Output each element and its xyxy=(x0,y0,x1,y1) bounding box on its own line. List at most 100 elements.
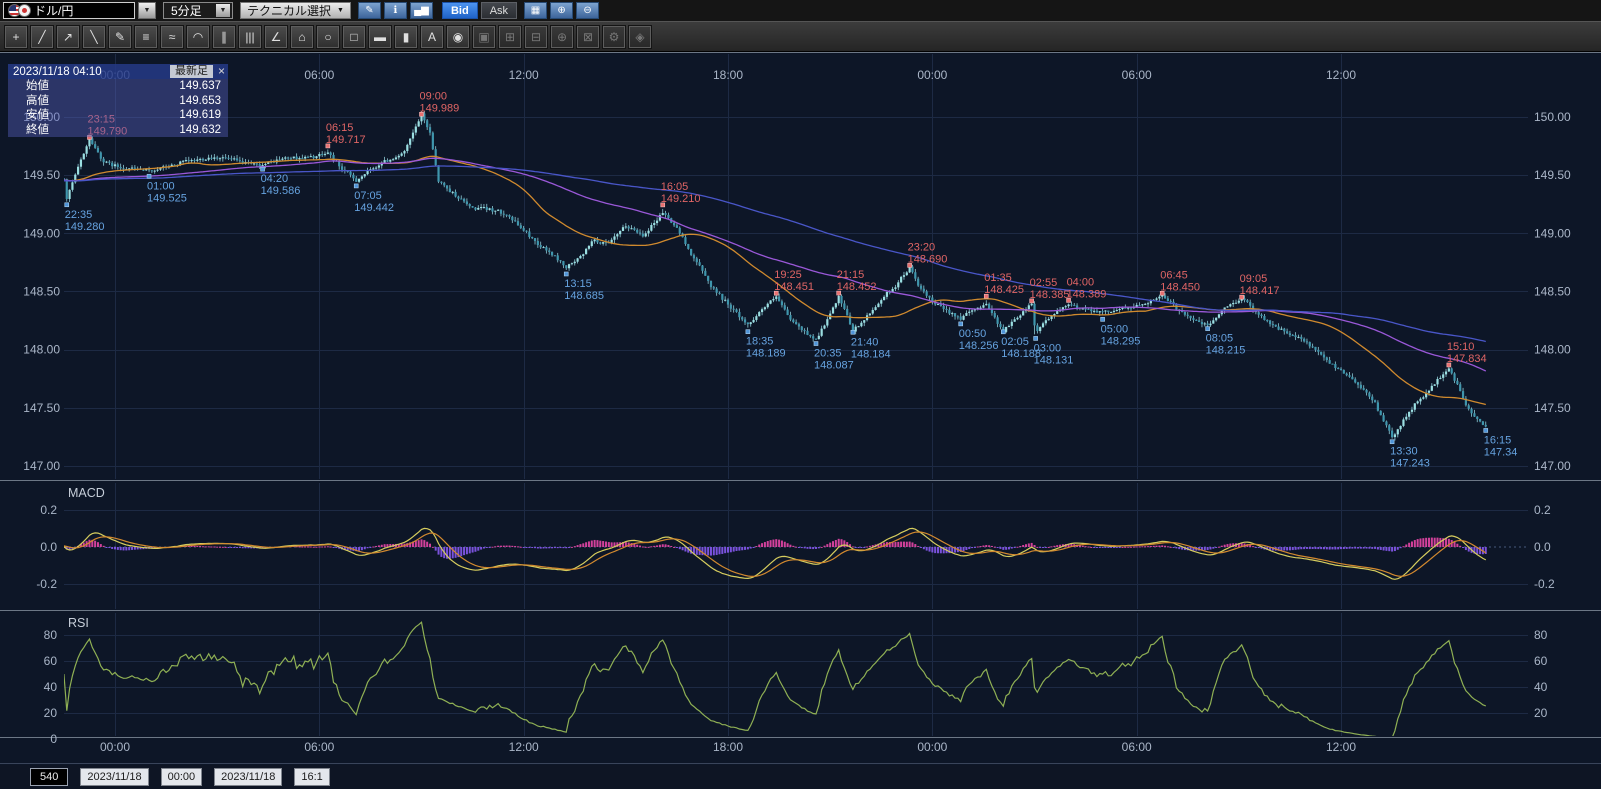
svg-text:16:05: 16:05 xyxy=(661,181,689,193)
svg-text:21:40: 21:40 xyxy=(851,336,879,348)
range-start-time[interactable]: 00:00 xyxy=(161,768,203,786)
svg-text:02:05: 02:05 xyxy=(1001,336,1029,348)
svg-text:148.189: 148.189 xyxy=(746,348,786,360)
descending-line-tool[interactable]: ╲ xyxy=(82,25,106,49)
paste-object-button[interactable]: ⊞ xyxy=(498,25,522,49)
timeframe-selector[interactable]: 5分足 ▼ xyxy=(163,2,233,19)
technical-select-button[interactable]: テクニカル選択 ▼ xyxy=(240,2,351,19)
svg-text:18:00: 18:00 xyxy=(713,68,743,82)
range-end-date[interactable]: 2023/11/18 xyxy=(214,768,282,786)
object-zoom-button[interactable]: ⊕ xyxy=(550,25,574,49)
svg-text:06:15: 06:15 xyxy=(326,122,354,134)
svg-text:149.989: 149.989 xyxy=(420,102,460,114)
info-button[interactable]: ℹ xyxy=(384,2,407,19)
arc-tool[interactable]: ◠ xyxy=(186,25,210,49)
crosshair-tool[interactable]: + xyxy=(4,25,28,49)
macd-line xyxy=(64,528,1486,579)
svg-text:150.00: 150.00 xyxy=(1534,110,1571,124)
close-icon[interactable]: × xyxy=(218,65,225,78)
vertical-bar-tool[interactable]: ▮ xyxy=(394,25,418,49)
label-tag-button[interactable]: ◈ xyxy=(628,25,652,49)
svg-text:20:35: 20:35 xyxy=(814,348,842,360)
swing-low-annotation: 13:15148.685 xyxy=(564,272,604,302)
multi-chart-button[interactable]: ▦ xyxy=(524,2,547,19)
svg-text:148.451: 148.451 xyxy=(774,281,814,293)
icon-stamp-tool[interactable]: ◉ xyxy=(446,25,470,49)
svg-text:18:00: 18:00 xyxy=(713,740,743,754)
range-start-date[interactable]: 2023/11/18 xyxy=(80,768,148,786)
bar-count-value[interactable]: 540 xyxy=(30,768,68,786)
swing-high-annotation: 15:10147.834 xyxy=(1447,341,1487,367)
delete-object-button[interactable]: ⊟ xyxy=(524,25,548,49)
angle-line-tool[interactable]: ∠ xyxy=(264,25,288,49)
svg-text:12:00: 12:00 xyxy=(509,740,539,754)
pair-dropdown-button[interactable]: ▼ xyxy=(138,2,156,19)
zoom-in-button[interactable]: ⊕ xyxy=(550,2,573,19)
currency-pair-selector[interactable]: ドル/円 xyxy=(3,2,135,19)
svg-text:03:00: 03:00 xyxy=(1034,342,1062,354)
ask-button[interactable]: Ask xyxy=(481,2,517,19)
settings-wrench-button[interactable]: ⚙ xyxy=(602,25,626,49)
horizontal-bar-tool[interactable]: ▬ xyxy=(368,25,392,49)
trend-line-tool[interactable]: ╱ xyxy=(30,25,54,49)
svg-text:148.389: 148.389 xyxy=(1067,288,1107,300)
parallel-channel-tool[interactable]: ∥ xyxy=(212,25,236,49)
svg-text:01:35: 01:35 xyxy=(984,272,1012,284)
freehand-draw-tool[interactable]: ✎ xyxy=(108,25,132,49)
ellipse-tool[interactable]: ○ xyxy=(316,25,340,49)
svg-text:60: 60 xyxy=(44,654,58,668)
currency-pair-label: ドル/円 xyxy=(34,2,73,19)
svg-text:12:00: 12:00 xyxy=(1326,68,1356,82)
svg-text:0.0: 0.0 xyxy=(40,540,57,554)
svg-text:0.2: 0.2 xyxy=(1534,503,1551,517)
fx-chart-window: 00:0000:0006:0006:0012:0012:0018:0018:00… xyxy=(0,0,1601,789)
fibonacci-tool[interactable]: ≈ xyxy=(160,25,184,49)
svg-text:148.50: 148.50 xyxy=(1534,284,1571,298)
swing-low-annotation: 08:05148.215 xyxy=(1206,327,1246,357)
close-value: 149.632 xyxy=(179,123,221,138)
axis-labels: 00:0000:0006:0006:0012:0012:0018:0018:00… xyxy=(23,68,1571,754)
svg-text:149.586: 149.586 xyxy=(261,185,301,197)
svg-text:148.256: 148.256 xyxy=(959,340,999,352)
svg-text:147.243: 147.243 xyxy=(1390,458,1430,470)
svg-text:20: 20 xyxy=(44,706,58,720)
close-label: 終値 xyxy=(26,123,49,138)
svg-text:RSI: RSI xyxy=(68,616,89,630)
draw-mode-button[interactable]: ✎ xyxy=(358,2,381,19)
range-end-time[interactable]: 16:1 xyxy=(294,768,329,786)
svg-text:148.50: 148.50 xyxy=(23,284,60,298)
svg-text:80: 80 xyxy=(1534,628,1548,642)
svg-text:148.425: 148.425 xyxy=(984,284,1024,296)
bid-button[interactable]: Bid xyxy=(442,2,478,19)
low-label: 安値 xyxy=(26,108,49,123)
open-label: 始値 xyxy=(26,79,49,94)
low-price-row: 安値 149.619 xyxy=(8,108,228,123)
rectangle-tool[interactable]: □ xyxy=(342,25,366,49)
ray-line-tool[interactable]: ↗ xyxy=(56,25,80,49)
polygon-tool[interactable]: ⌂ xyxy=(290,25,314,49)
price-chart[interactable]: 00:0000:0006:0006:0012:0012:0018:0018:00… xyxy=(0,0,1601,789)
eraser-button[interactable]: ⊠ xyxy=(576,25,600,49)
zoom-out-button[interactable]: ⊖ xyxy=(576,2,599,19)
rsi-line xyxy=(64,622,1486,738)
svg-text:00:00: 00:00 xyxy=(917,740,947,754)
svg-text:40: 40 xyxy=(44,680,58,694)
text-tool[interactable]: A xyxy=(420,25,444,49)
chart-type-button[interactable]: ▄▆ xyxy=(410,2,433,19)
horizontal-levels-tool[interactable]: ≡ xyxy=(134,25,158,49)
svg-text:149.525: 149.525 xyxy=(147,192,187,204)
vertical-hatch-tool[interactable]: ||| xyxy=(238,25,262,49)
svg-text:06:00: 06:00 xyxy=(1122,740,1152,754)
svg-text:147.00: 147.00 xyxy=(1534,459,1571,473)
grid-lines xyxy=(64,54,1528,736)
swing-low-annotation: 01:00149.525 xyxy=(147,174,187,204)
svg-text:MACD: MACD xyxy=(68,486,105,500)
open-price-row: 始値 149.637 xyxy=(8,79,228,94)
swing-high-annotation: 02:55148.385 xyxy=(1030,277,1070,303)
svg-text:02:55: 02:55 xyxy=(1030,277,1058,289)
svg-text:149.442: 149.442 xyxy=(354,202,394,214)
swing-high-annotation: 06:15149.717 xyxy=(326,122,366,148)
copy-object-button[interactable]: ▣ xyxy=(472,25,496,49)
high-value: 149.653 xyxy=(179,94,221,109)
svg-text:00:00: 00:00 xyxy=(100,740,130,754)
